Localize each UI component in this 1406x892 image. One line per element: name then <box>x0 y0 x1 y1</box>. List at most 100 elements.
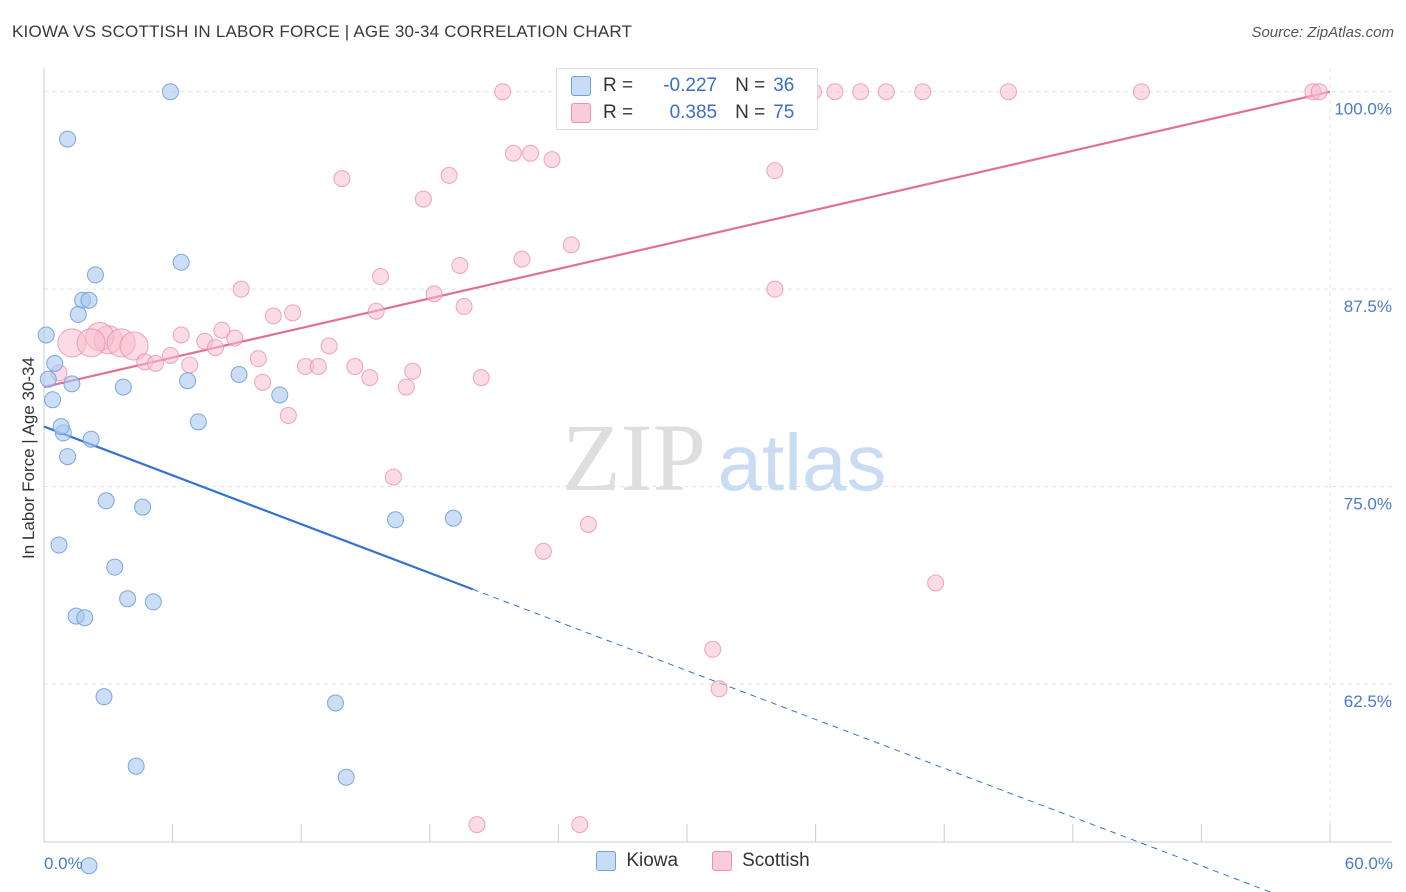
y-tick-label-2: 75.0% <box>1344 495 1392 514</box>
scottish-point-21 <box>522 144 540 162</box>
kiowa-point-5 <box>80 291 98 309</box>
kiowa-point-22 <box>134 498 152 516</box>
kiowa-point-2 <box>172 253 190 271</box>
kiowa-point-9 <box>39 370 57 388</box>
scottish-point-72 <box>571 816 589 834</box>
kiowa-point-8 <box>46 354 64 372</box>
legend-label-scottish: Scottish <box>742 850 810 871</box>
kiowa-r-label: R = <box>603 75 634 96</box>
scottish-point-59 <box>361 369 379 387</box>
scottish-point-50 <box>249 350 267 368</box>
scottish-point-35 <box>367 302 385 320</box>
trend-line-kiowa <box>43 425 474 591</box>
x-tick-label-1: 60.0% <box>1345 854 1393 873</box>
kiowa-point-10 <box>63 375 81 393</box>
scottish-point-23 <box>766 162 784 180</box>
stats-row-kiowa: R = -0.227 N = 36 <box>571 73 794 99</box>
kiowa-point-27 <box>119 590 137 608</box>
tick-labels: 100.0% 87.5% 75.0% 62.5% 0.0% 60.0% <box>44 100 1393 873</box>
scottish-point-0 <box>494 83 512 101</box>
scottish-point-22 <box>543 151 561 169</box>
scottish-point-39 <box>172 326 190 344</box>
y-tick-label-3: 62.5% <box>1344 692 1392 711</box>
trend-lines <box>43 90 1331 892</box>
kiowa-n-label: N = <box>735 75 766 96</box>
scottish-point-40 <box>226 329 244 347</box>
chart-title: KIOWA VS SCOTTISH IN LABOR FORCE | AGE 3… <box>12 22 633 41</box>
legend-item-kiowa[interactable]: Kiowa <box>596 850 678 872</box>
kiowa-point-26 <box>106 558 124 576</box>
kiowa-point-25 <box>50 536 68 554</box>
zipatlas-watermark: ZIP atlas <box>562 404 886 511</box>
scottish-point-64 <box>279 407 297 425</box>
scottish-n-label: N = <box>735 102 766 123</box>
stats-swatch-scottish <box>571 103 591 123</box>
kiowa-point-35 <box>80 857 98 875</box>
kiowa-point-21 <box>97 492 115 510</box>
legend-label-kiowa: Kiowa <box>626 850 679 871</box>
scottish-point-33 <box>766 280 784 298</box>
stats-row-scottish: R = 0.385 N = 75 <box>571 100 794 126</box>
stats-box: R = -0.227 N = 36 R = 0.385 N = 75 <box>556 68 818 130</box>
scottish-point-27 <box>562 236 580 254</box>
kiowa-n-value: 36 <box>773 75 795 96</box>
legend-swatch-kiowa <box>596 851 617 871</box>
scottish-point-16 <box>1000 83 1017 101</box>
scottish-point-12 <box>826 83 844 101</box>
kiowa-point-11 <box>114 378 132 396</box>
scottish-point-67 <box>534 542 552 560</box>
scottish-point-46 <box>119 331 149 361</box>
kiowa-point-19 <box>82 430 100 448</box>
kiowa-point-15 <box>44 391 62 409</box>
kiowa-point-7 <box>37 326 55 344</box>
kiowa-point-13 <box>230 365 248 383</box>
axes <box>43 68 1392 843</box>
kiowa-point-28 <box>144 593 162 611</box>
kiowa-point-0 <box>161 83 179 101</box>
kiowa-point-18 <box>52 418 70 436</box>
legend-item-scottish[interactable]: Scottish <box>712 850 810 872</box>
scottish-point-61 <box>254 373 272 391</box>
kiowa-point-24 <box>444 509 462 527</box>
kiowa-point-20 <box>59 448 77 466</box>
scottish-point-17 <box>1132 83 1150 101</box>
kiowa-r-value: -0.227 <box>663 75 718 96</box>
scottish-point-65 <box>384 468 402 486</box>
kiowa-point-31 <box>95 688 113 706</box>
y-axis-label: In Labor Force | Age 30-34 <box>19 357 38 559</box>
scottish-point-69 <box>704 640 722 658</box>
kiowa-point-23 <box>387 511 405 529</box>
y-tick-label-1: 87.5% <box>1344 297 1392 316</box>
scottish-r-value: 0.385 <box>669 102 718 123</box>
scottish-point-54 <box>181 356 199 374</box>
kiowa-point-34 <box>337 768 355 786</box>
scottish-point-15 <box>914 83 932 101</box>
scottish-point-20 <box>504 144 522 162</box>
scottish-n-value: 75 <box>773 102 795 123</box>
scottish-point-31 <box>232 280 250 298</box>
scottish-point-14 <box>877 83 895 101</box>
trend-line-kiowa-extension <box>472 588 1272 892</box>
stats-swatch-kiowa <box>571 76 591 96</box>
scottish-point-58 <box>404 362 422 380</box>
kiowa-point-3 <box>86 266 104 284</box>
scottish-point-71 <box>468 816 486 834</box>
scottish-point-44 <box>76 328 106 358</box>
scottish-point-56 <box>309 358 327 376</box>
scottish-point-24 <box>333 170 351 188</box>
scottish-point-57 <box>346 358 364 376</box>
scottish-point-32 <box>425 285 443 303</box>
scottish-point-13 <box>852 83 870 101</box>
legend-swatch-scottish <box>712 851 733 871</box>
trend-line-scottish <box>43 90 1331 389</box>
data-points <box>37 83 1328 875</box>
x-tick-label-0: 0.0% <box>44 854 83 873</box>
scottish-point-53 <box>146 354 164 372</box>
scottish-point-38 <box>213 321 231 339</box>
scottish-point-49 <box>320 337 338 355</box>
scottish-point-34 <box>455 298 473 316</box>
scottish-point-37 <box>264 307 282 325</box>
scottish-point-28 <box>513 250 531 268</box>
scottish-point-29 <box>451 256 469 274</box>
